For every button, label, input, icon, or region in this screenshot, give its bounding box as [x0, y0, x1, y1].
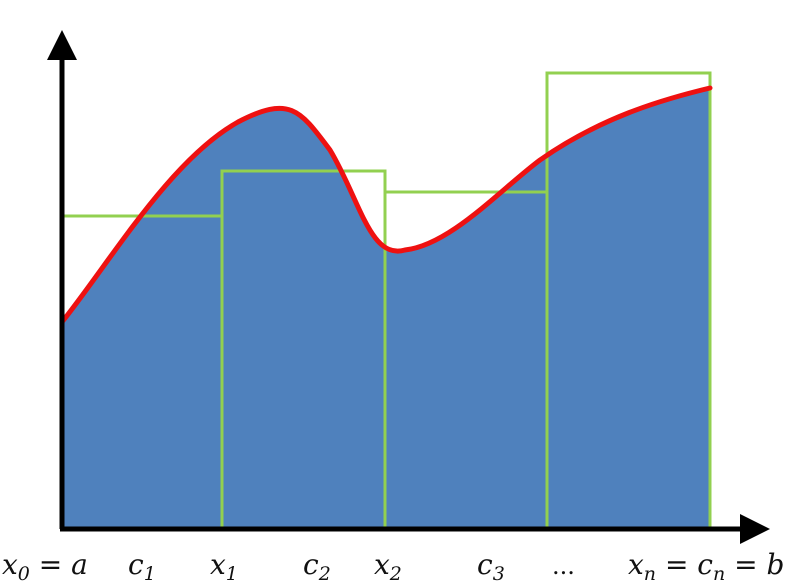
axes: [47, 30, 770, 544]
label-x1: x1: [210, 548, 238, 585]
riemann-rectangles: [62, 71, 712, 529]
label-c1: c1: [128, 548, 156, 585]
rectangle-4: [545, 71, 712, 529]
axis-labels: x0 = a c1 x1 c2 x2 c3 ... xn = cn = b: [2, 548, 784, 585]
label-dots: ...: [552, 552, 575, 580]
y-axis-arrow-icon: [47, 30, 77, 60]
label-c3: c3: [477, 548, 505, 585]
label-x0: x0 = a: [2, 548, 88, 585]
label-xn: xn = cn = b: [628, 548, 784, 585]
label-c2: c2: [303, 548, 331, 585]
label-x2: x2: [374, 548, 402, 585]
function-curve: [59, 85, 713, 325]
x-axis-arrow-icon: [740, 514, 770, 544]
